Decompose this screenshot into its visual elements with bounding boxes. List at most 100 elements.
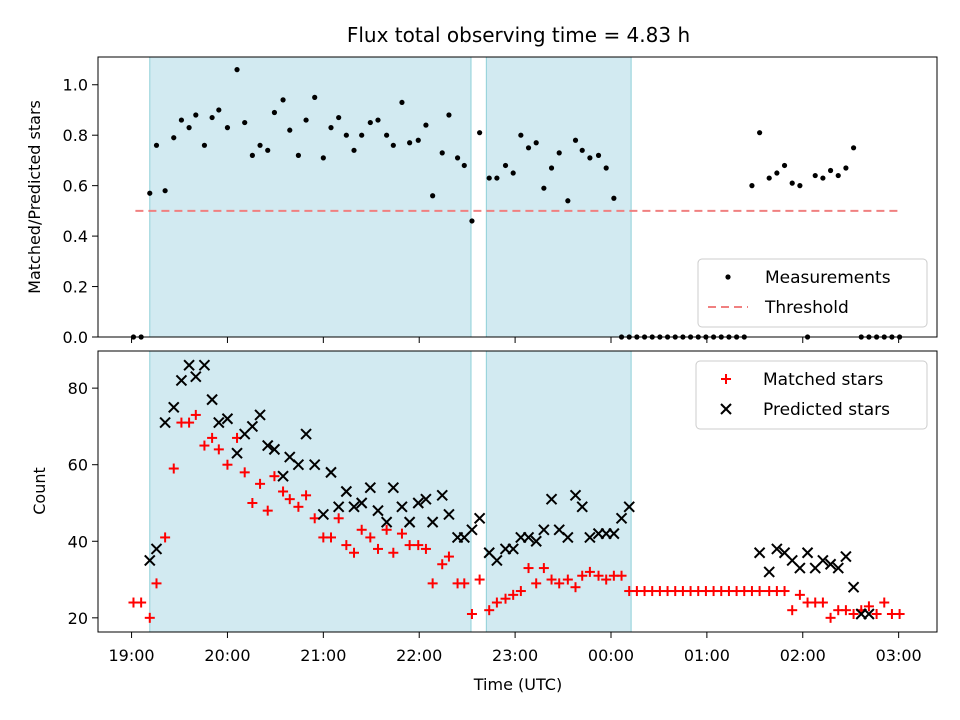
top-legend: Measurements Threshold bbox=[697, 258, 928, 328]
predicted-point-b bbox=[576, 501, 588, 513]
predicted-point-b bbox=[332, 501, 345, 513]
y-tick-label: 40 bbox=[68, 532, 88, 551]
matched-point bbox=[293, 501, 304, 512]
predicted-point-b bbox=[355, 497, 368, 509]
measurement-point bbox=[153, 142, 160, 148]
predicted-point bbox=[753, 547, 766, 559]
predicted-point-b bbox=[763, 566, 775, 578]
predicted-point bbox=[569, 489, 582, 502]
measurement-point bbox=[595, 152, 602, 158]
measurement-point bbox=[572, 137, 579, 143]
measurement-point bbox=[336, 114, 342, 121]
predicted-point bbox=[246, 420, 259, 433]
predicted-point bbox=[190, 370, 202, 383]
x-tick-label: 21:00 bbox=[300, 646, 346, 665]
y-tick-label: 0.6 bbox=[63, 177, 88, 196]
x-tick-label: 23:00 bbox=[492, 646, 538, 665]
measurement-point bbox=[351, 147, 357, 153]
predicted-point bbox=[466, 524, 478, 536]
matched-point bbox=[190, 409, 201, 420]
observing-window-1 bbox=[485, 56, 632, 338]
predicted-point-b bbox=[387, 481, 400, 494]
x-axis-label: Time (UTC) bbox=[473, 675, 562, 694]
predicted-point-b bbox=[530, 535, 542, 547]
measurement-point bbox=[603, 165, 609, 171]
predicted-point-b bbox=[262, 439, 274, 452]
x-tick-label: 19:00 bbox=[109, 646, 155, 665]
predicted-point-b bbox=[168, 401, 180, 413]
predicted-point-b bbox=[615, 512, 628, 525]
measurement-point bbox=[224, 125, 231, 131]
measurement-point bbox=[461, 162, 467, 169]
predicted-point-b bbox=[221, 413, 234, 425]
predicted-point-b bbox=[340, 485, 353, 498]
measurement-point bbox=[556, 150, 562, 156]
matched-point bbox=[459, 578, 470, 589]
matched-point bbox=[278, 486, 289, 497]
bottom-legend-box bbox=[695, 360, 928, 430]
matched-point bbox=[531, 578, 542, 589]
matched-point bbox=[443, 551, 454, 562]
matched-point bbox=[554, 578, 565, 589]
matched-point bbox=[577, 570, 588, 581]
measurement-point bbox=[533, 140, 539, 146]
legend-predicted-label: Predicted stars bbox=[763, 400, 890, 420]
matched-point bbox=[794, 589, 805, 600]
measurement-point bbox=[375, 117, 381, 123]
matched-point bbox=[381, 524, 392, 535]
matched-points bbox=[128, 409, 905, 623]
measurement-point bbox=[766, 175, 772, 181]
measurement-point bbox=[565, 198, 571, 204]
matched-point bbox=[484, 605, 495, 616]
predicted-point bbox=[817, 554, 829, 567]
predicted-point-b bbox=[308, 458, 321, 471]
predicted-point-b bbox=[254, 409, 266, 421]
predicted-point-b bbox=[348, 501, 360, 513]
predicted-point-b bbox=[623, 501, 635, 513]
measurement-point bbox=[510, 170, 516, 176]
matched-point bbox=[262, 505, 273, 516]
predicted-point-b bbox=[159, 416, 171, 429]
matched-point bbox=[151, 578, 162, 589]
matched-point bbox=[570, 582, 581, 593]
measurement-point bbox=[525, 145, 532, 151]
legend-measurements-marker bbox=[725, 274, 731, 280]
predicted-point-b bbox=[300, 428, 312, 440]
top-axes-frame bbox=[97, 56, 938, 338]
matched-point bbox=[466, 609, 477, 620]
measurement-point bbox=[280, 97, 286, 103]
predicted-point bbox=[300, 428, 312, 440]
predicted-point bbox=[332, 501, 345, 513]
predicted-point bbox=[824, 558, 837, 570]
predicted-point bbox=[221, 413, 234, 425]
predicted-point-b bbox=[847, 581, 860, 593]
measurement-point bbox=[407, 140, 413, 146]
measurement-point bbox=[303, 117, 309, 123]
measurement-point bbox=[390, 142, 396, 148]
measurement-point bbox=[611, 195, 617, 201]
matched-point bbox=[427, 578, 438, 589]
y-tick-label: 80 bbox=[68, 379, 88, 398]
measurement-point bbox=[548, 165, 555, 171]
measurement-point bbox=[399, 99, 405, 106]
measurement-point bbox=[367, 119, 373, 126]
matched-point bbox=[601, 574, 612, 585]
predicted-point-b bbox=[840, 550, 852, 563]
matched-point bbox=[871, 609, 882, 620]
predicted-point bbox=[364, 481, 377, 494]
x-tick-label: 02:00 bbox=[780, 646, 826, 665]
predicted-point-b bbox=[473, 512, 486, 525]
matched-point bbox=[474, 574, 485, 585]
matched-point bbox=[326, 532, 337, 543]
matched-point bbox=[356, 524, 367, 535]
predicted-point-b bbox=[198, 359, 211, 371]
matched-point bbox=[593, 570, 604, 581]
matched-point bbox=[184, 417, 195, 428]
predicted-point bbox=[576, 501, 588, 513]
matched-point bbox=[825, 612, 836, 623]
y-tick-label: 0.0 bbox=[63, 328, 88, 347]
predicted-point-b bbox=[150, 543, 163, 555]
predicted-point-b bbox=[538, 524, 550, 536]
y-tick-label: 20 bbox=[68, 609, 88, 628]
matched-point bbox=[301, 490, 312, 501]
